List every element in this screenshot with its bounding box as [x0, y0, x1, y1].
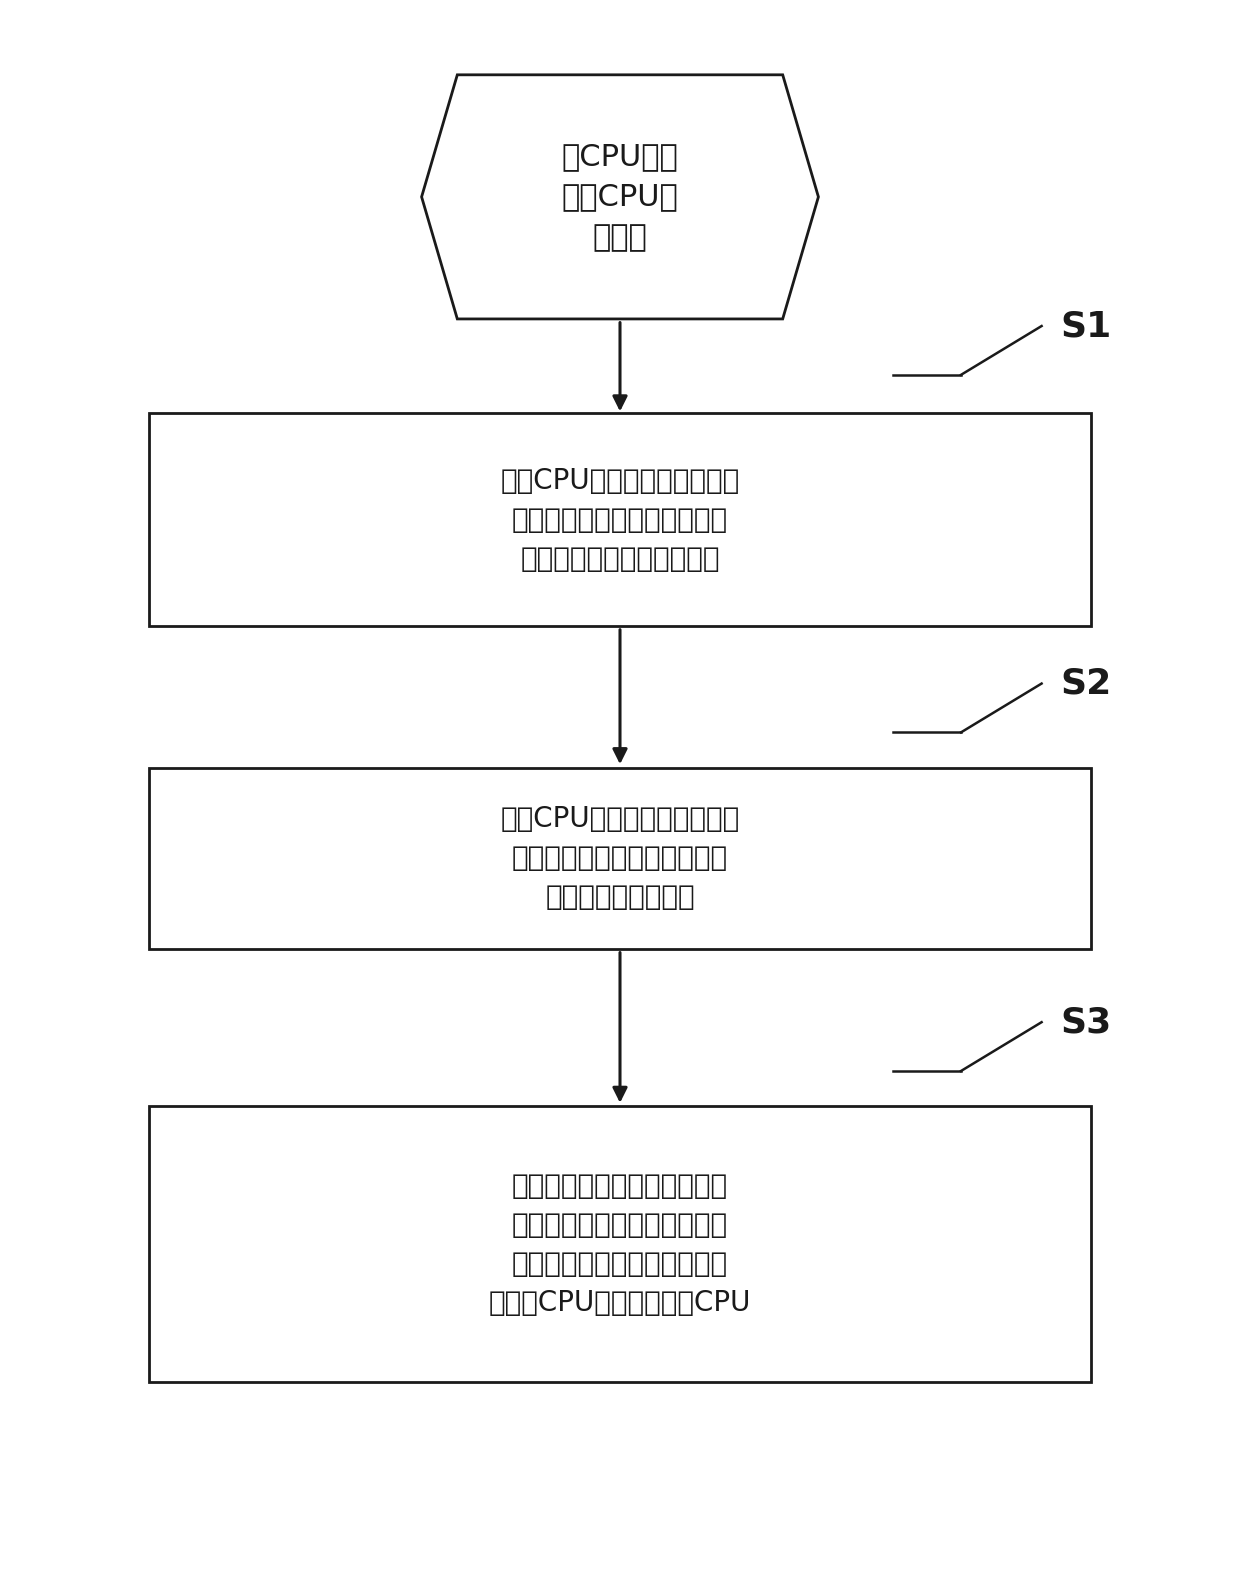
Text: S2: S2 [1060, 666, 1111, 701]
Text: S1: S1 [1060, 309, 1111, 343]
Text: 与主CPU对应设置的第一硬件
逻辑单元监控各第二硬件逻辑
单元的数据写入状况: 与主CPU对应设置的第一硬件 逻辑单元监控各第二硬件逻辑 单元的数据写入状况 [501, 805, 739, 912]
Text: 第一硬件逻辑单元超出预设时
间未检测到某一第二硬件逻辑
单元的数据写入时，识别对应
的辅助CPU异常并上报主CPU: 第一硬件逻辑单元超出预设时 间未检测到某一第二硬件逻辑 单元的数据写入时，识别对… [489, 1172, 751, 1317]
Text: S3: S3 [1060, 1005, 1111, 1040]
Text: 主CPU和各
辅助CPU启
动完成: 主CPU和各 辅助CPU启 动完成 [562, 142, 678, 252]
Text: 辅助CPU基于硬件中断定时向
与其一一对应设置的第二硬件
逻辑单元执行数据写入操作: 辅助CPU基于硬件中断定时向 与其一一对应设置的第二硬件 逻辑单元执行数据写入操… [501, 466, 739, 573]
Polygon shape [422, 74, 818, 318]
Bar [149, 1106, 1091, 1383]
Bar [149, 413, 1091, 625]
Bar [149, 767, 1091, 948]
